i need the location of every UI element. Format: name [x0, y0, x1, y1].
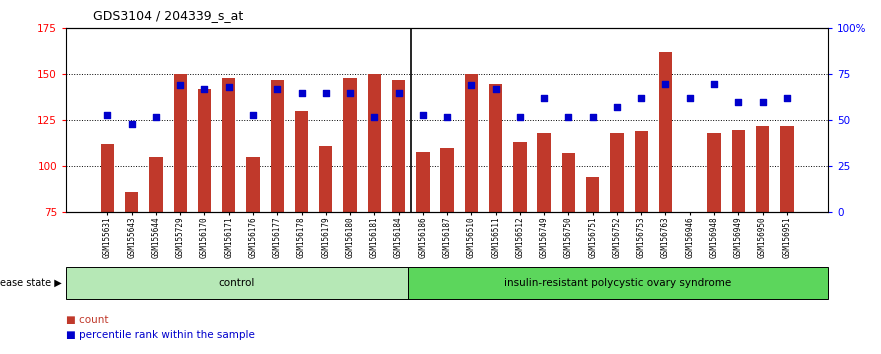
Point [343, 90, 357, 96]
Point [489, 86, 503, 92]
Point [391, 90, 405, 96]
Point [294, 90, 308, 96]
Bar [392, 80, 405, 212]
Bar [319, 146, 332, 212]
Point [197, 86, 211, 92]
Point [270, 86, 285, 92]
Bar [731, 130, 745, 212]
Bar [683, 212, 697, 214]
Bar [562, 154, 575, 212]
Bar [464, 74, 478, 212]
Point [586, 114, 600, 120]
Bar [440, 148, 454, 212]
Bar [611, 133, 624, 212]
Point [367, 114, 381, 120]
Bar [781, 126, 794, 212]
Point [707, 81, 721, 86]
Point [537, 96, 552, 101]
Point [246, 112, 260, 118]
Text: GDS3104 / 204339_s_at: GDS3104 / 204339_s_at [93, 9, 243, 22]
Bar [408, 267, 828, 299]
Bar [489, 84, 502, 212]
Bar [149, 157, 163, 212]
Bar [247, 157, 260, 212]
Bar [537, 133, 551, 212]
Point [780, 96, 794, 101]
Point [561, 114, 575, 120]
Point [416, 112, 430, 118]
Bar [659, 52, 672, 212]
Text: ■ count: ■ count [66, 315, 108, 325]
Point [174, 82, 188, 88]
Bar [707, 133, 721, 212]
Point [440, 114, 454, 120]
Point [756, 99, 770, 105]
Bar [514, 142, 527, 212]
Point [124, 121, 138, 127]
Bar [222, 78, 235, 212]
Bar [197, 89, 211, 212]
Bar [295, 111, 308, 212]
Point [319, 90, 333, 96]
Bar [174, 74, 187, 212]
Point [658, 81, 672, 86]
Point [464, 82, 478, 88]
Bar [756, 126, 769, 212]
Bar [367, 74, 381, 212]
Point [731, 99, 745, 105]
Bar [634, 131, 648, 212]
Point [100, 112, 115, 118]
Point [513, 114, 527, 120]
Bar [125, 192, 138, 212]
Bar [586, 177, 599, 212]
Point [149, 114, 163, 120]
Text: disease state ▶: disease state ▶ [0, 278, 62, 288]
Text: ■ percentile rank within the sample: ■ percentile rank within the sample [66, 330, 255, 339]
Point [634, 96, 648, 101]
Text: insulin-resistant polycystic ovary syndrome: insulin-resistant polycystic ovary syndr… [504, 278, 731, 288]
Bar [66, 267, 408, 299]
Bar [100, 144, 114, 212]
Point [683, 96, 697, 101]
Point [222, 84, 236, 90]
Point [610, 105, 624, 110]
Text: control: control [218, 278, 255, 288]
Bar [416, 152, 430, 212]
Bar [270, 80, 284, 212]
Bar [344, 78, 357, 212]
